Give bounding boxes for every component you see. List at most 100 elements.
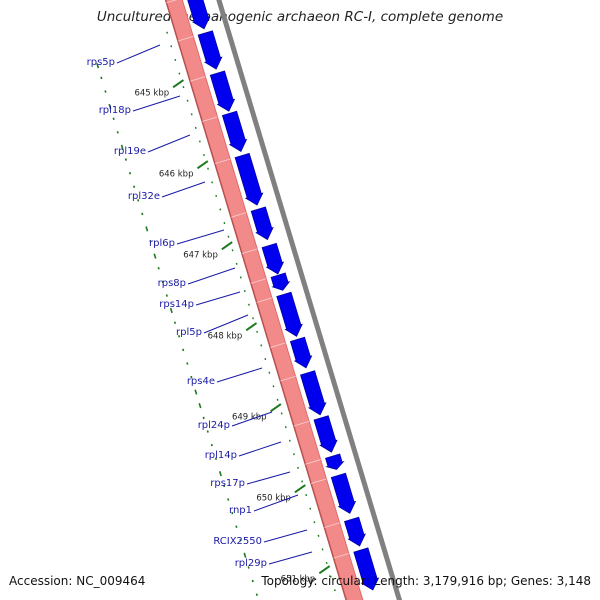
minor-tick [207, 167, 209, 170]
gene-label: rps5p [87, 57, 115, 68]
minor-tick [317, 534, 320, 537]
gene-label-group: rpl32e [128, 181, 206, 202]
gene-arrow [344, 516, 366, 547]
backbone-gene-boundary [310, 478, 327, 484]
gene-label-group: rps8p [158, 267, 236, 289]
gc-tick [173, 321, 177, 325]
minor-tick [203, 154, 205, 157]
kbp-tick-label: 650 kbp [256, 493, 291, 503]
minor-tick [198, 140, 201, 143]
minor-tick [252, 317, 254, 320]
backbone-gene-boundary [202, 116, 218, 122]
genome-rings [164, 0, 403, 600]
minor-tick [194, 126, 197, 129]
gene-label-track: rps5p rpl18p rpl19e rpl32e rpl6p rps8p rps14p r… [87, 44, 313, 569]
backbone-gene-boundary [166, 0, 177, 4]
gc-tick [96, 63, 100, 69]
gc-tick [141, 212, 144, 216]
minor-tick [170, 45, 173, 48]
gene-leader-line [231, 411, 273, 427]
gene-label: rpl32e [128, 191, 160, 202]
gene-arrow [250, 206, 274, 241]
gene-leader-line [187, 267, 236, 285]
minor-tick [178, 72, 181, 75]
gc-tick [169, 307, 173, 314]
gc-tick [202, 416, 205, 420]
gc-tick [194, 389, 198, 395]
minor-tick [297, 466, 299, 469]
minor-tick [309, 507, 312, 510]
minor-tick [301, 480, 304, 483]
minor-tick [186, 99, 189, 102]
major-tick [270, 403, 282, 413]
gene-arrow [276, 291, 303, 337]
minor-tick [231, 249, 234, 252]
kbp-tick-label: 648 kbp [208, 331, 243, 341]
gene-label: RCIX2550 [213, 536, 262, 547]
gc-tick [124, 158, 128, 161]
gc-tick [251, 579, 254, 583]
backbone-gene-boundary [241, 248, 258, 255]
gene-label: rpl14p [205, 450, 237, 461]
major-tick [294, 484, 306, 494]
gc-tick [161, 280, 164, 284]
kbp-tick-label: 651 kbp [281, 574, 316, 584]
gene-arrow [325, 453, 345, 470]
backbone-gene-boundary [270, 342, 286, 348]
gene-label: rps17p [210, 478, 245, 489]
gc-tick [120, 144, 124, 150]
kbp-tick-label: 649 kbp [232, 412, 267, 422]
gene-label: rps8p [158, 278, 186, 289]
kbp-tick-label: 645 kbp [134, 88, 169, 98]
gene-label: rpl24p [198, 420, 230, 431]
major-tick [196, 160, 209, 170]
gene-label-group: rpl24p [198, 411, 273, 431]
gene-leader-line [216, 367, 263, 383]
gc-tick [128, 171, 132, 175]
gc-tick [133, 185, 136, 189]
backbone-gene-boundary [293, 420, 310, 427]
backbone-gene-boundary [230, 212, 247, 218]
gc-tick [227, 498, 230, 501]
gene-arrow [234, 152, 264, 206]
gene-label-group: rps5p [87, 44, 161, 68]
gene-leader-line [268, 551, 313, 565]
gene-label-group: rpl19e [114, 134, 191, 157]
backbone-edge-inner [164, 0, 347, 600]
gc-tick [231, 511, 234, 515]
gene-leader-line [161, 181, 206, 198]
gene-leader-line [176, 229, 225, 245]
gene-arrow [300, 370, 327, 416]
minor-tick [166, 31, 169, 34]
gene-label-group: rpl29p [235, 551, 313, 569]
kbp-tick-label: 647 kbp [183, 250, 218, 260]
gene-leader-line [147, 134, 191, 153]
gene-label: rpl5p [176, 327, 202, 338]
minor-tick [190, 113, 193, 116]
gc-skew-track [96, 63, 258, 596]
gc-tick [165, 294, 168, 297]
minor-tick [239, 276, 242, 279]
gc-tick [239, 539, 242, 542]
gc-tick [153, 253, 157, 259]
backbone-gene-boundary [280, 375, 296, 382]
gene-arrow [330, 472, 357, 514]
backbone-edge-outer [181, 0, 364, 600]
gene-label-group: rpl14p [205, 441, 282, 461]
minor-tick [235, 262, 238, 265]
gene-arrow [197, 30, 223, 70]
minor-tick [272, 385, 275, 388]
gene-leader-line [263, 529, 308, 543]
gene-leader-line [132, 95, 181, 112]
minor-tick [321, 548, 324, 551]
gene-leader-line [203, 314, 249, 334]
gene-label-group: rpl6p [149, 229, 225, 249]
minor-tick [276, 398, 279, 401]
gc-tick [206, 430, 209, 433]
gene-arrow [187, 0, 211, 30]
minor-tick [313, 521, 316, 524]
backbone-gene-boundary [305, 459, 321, 465]
gene-arrow [270, 272, 291, 291]
gc-tick [218, 471, 222, 477]
